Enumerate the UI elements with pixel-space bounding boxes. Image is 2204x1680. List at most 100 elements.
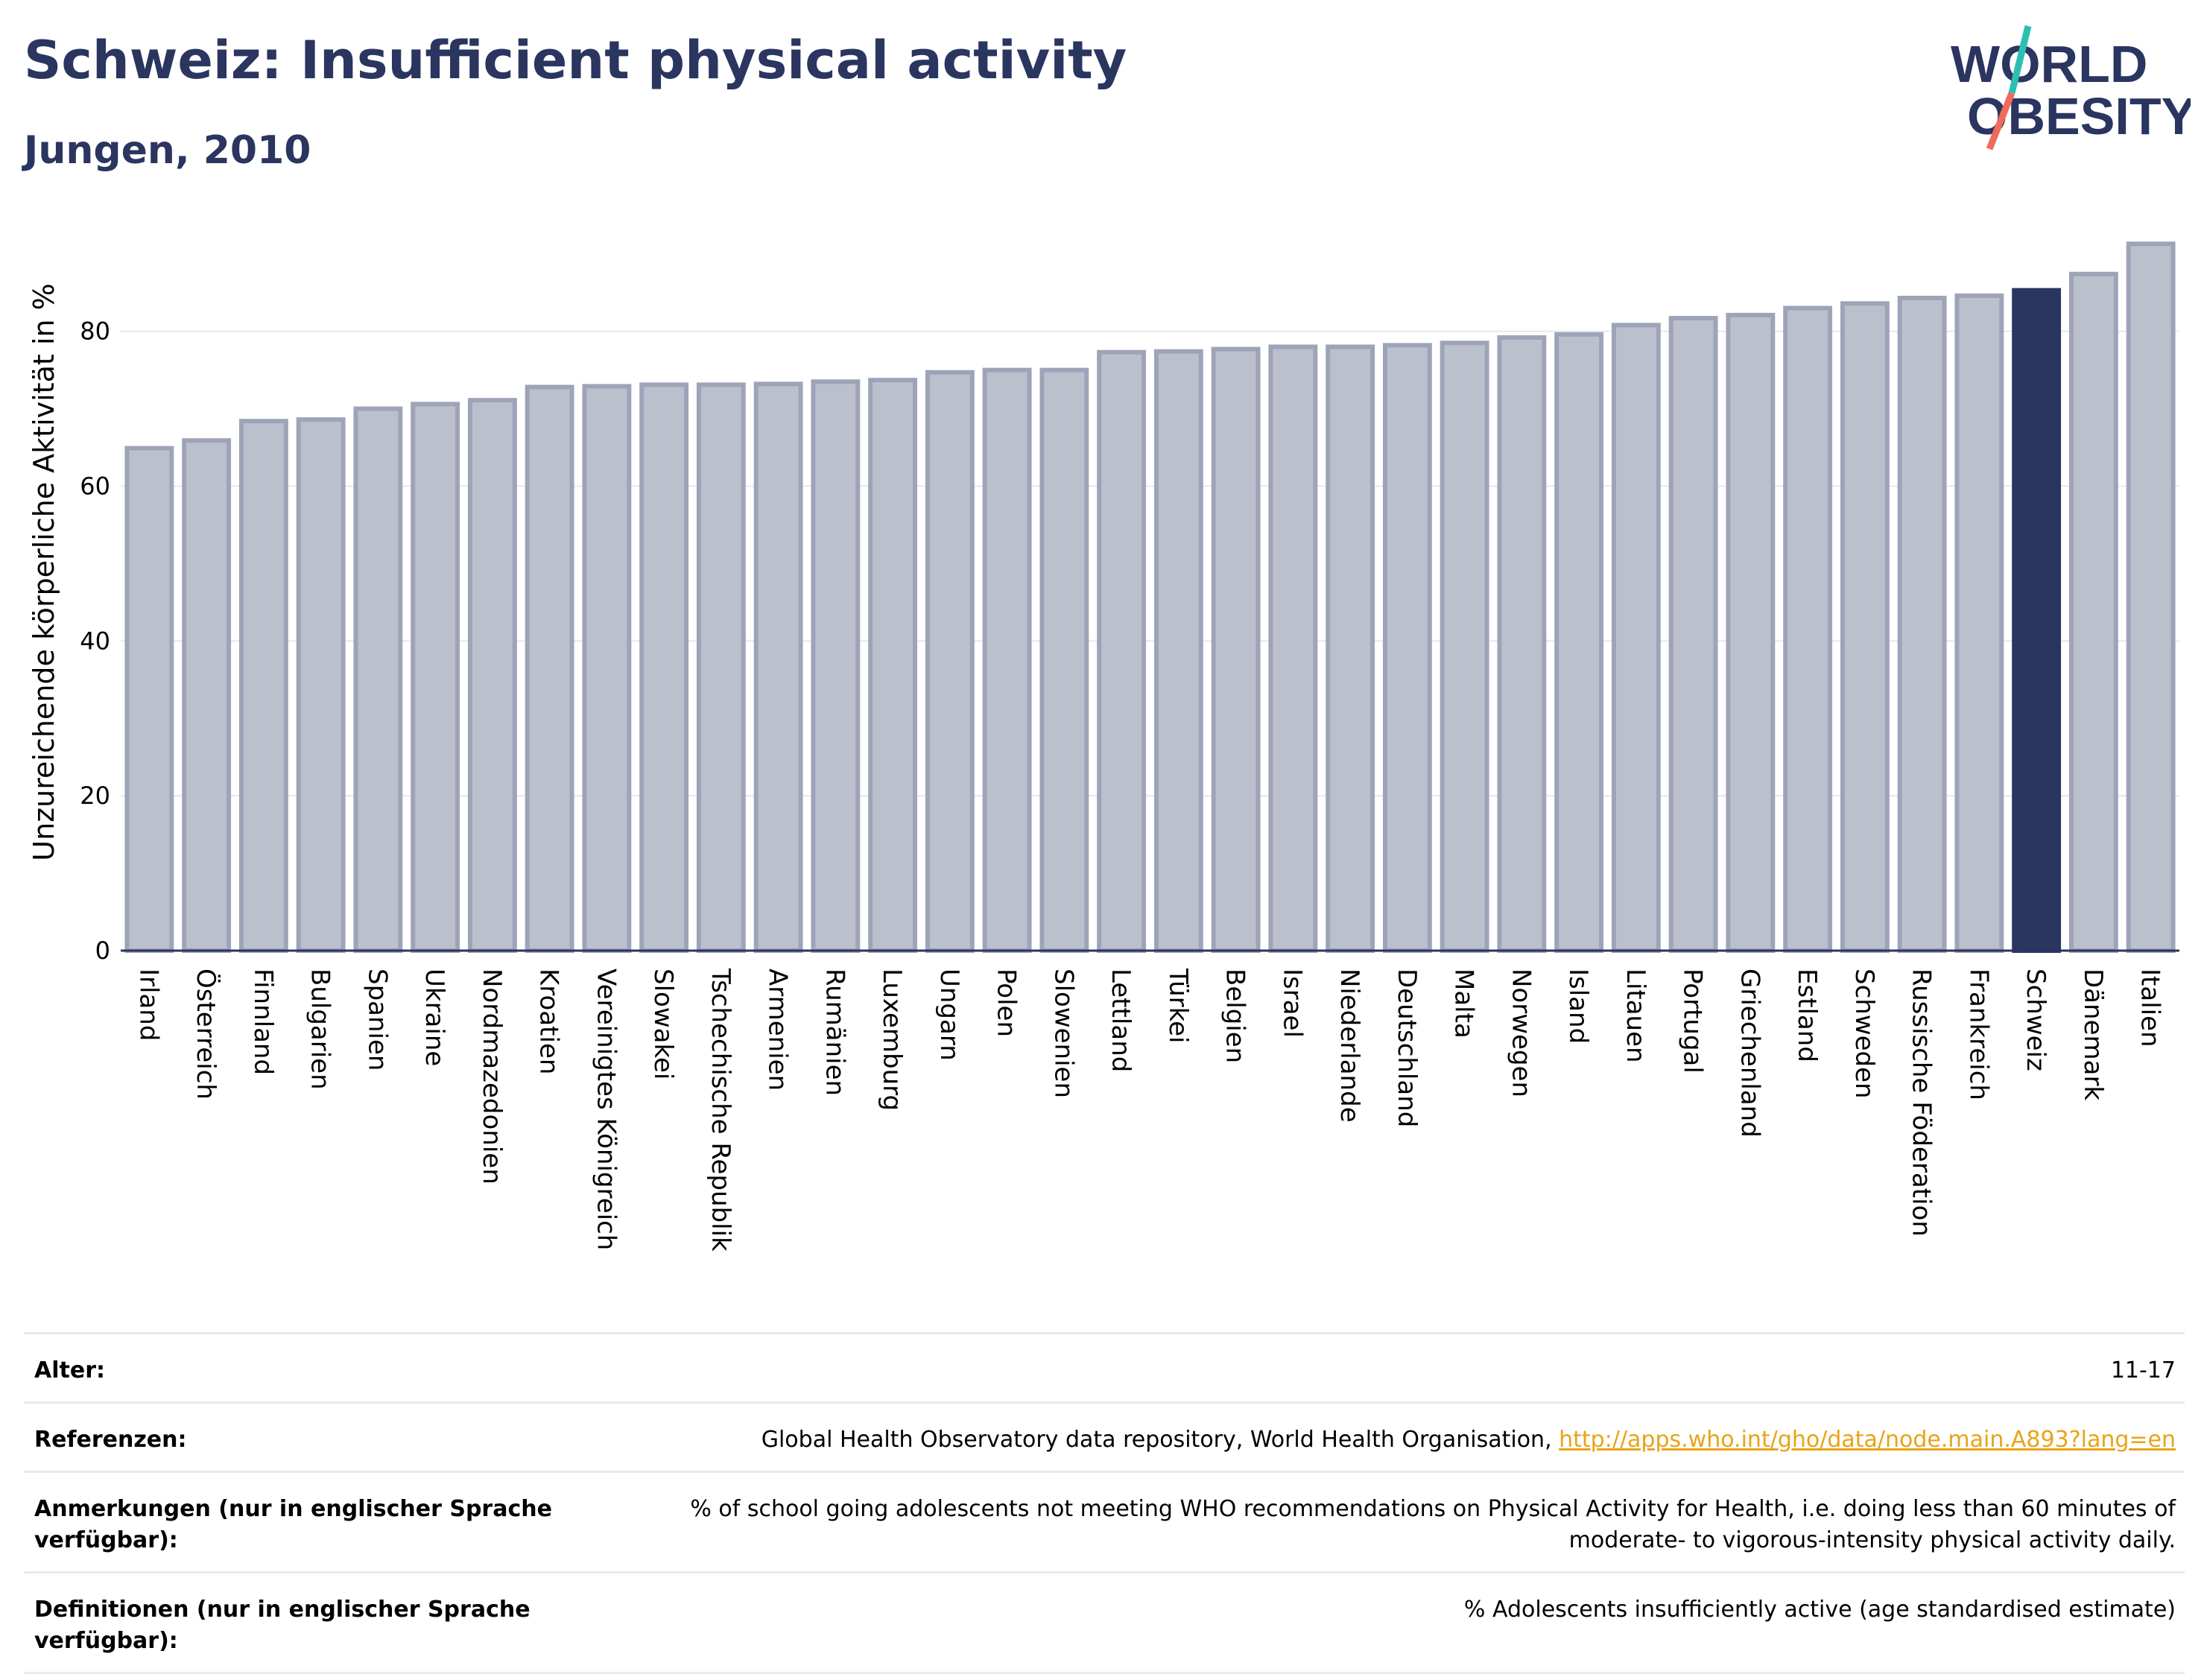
x-tick-label: Russische Föderation xyxy=(1907,969,1937,1237)
x-tick-label: Armenien xyxy=(763,969,793,1091)
y-axis-label: Unzureichende körperliche Aktivität in % xyxy=(28,283,60,860)
chart-title: Schweiz: Insufficient physical activity xyxy=(24,30,1127,91)
x-tick-label: Niederlande xyxy=(1334,969,1364,1123)
bar xyxy=(1668,316,1718,953)
meta-value: Global Health Observatory data repositor… xyxy=(761,1427,1559,1453)
meta-value: 11-17 xyxy=(580,1332,2185,1404)
bar xyxy=(411,402,460,953)
logo-line-1: WORLD xyxy=(1951,35,2147,93)
x-tick-label: Island xyxy=(1563,969,1593,1044)
bar xyxy=(2126,241,2176,953)
y-tick-label: 20 xyxy=(80,782,110,810)
bar xyxy=(1897,296,1947,953)
x-tick-label: Slowakei xyxy=(648,969,678,1080)
x-tick-label: Malta xyxy=(1449,969,1479,1039)
x-tick-label: Deutschland xyxy=(1392,969,1422,1127)
bar xyxy=(811,379,861,953)
x-tick-label: Bulgarien xyxy=(305,969,335,1090)
bar xyxy=(467,398,517,953)
x-tick-label: Litauen xyxy=(1621,969,1650,1063)
bar xyxy=(525,384,574,953)
x-tick-label: Schweden xyxy=(1849,969,1879,1099)
y-tick-label: 0 xyxy=(95,936,110,965)
x-tick-label: Israel xyxy=(1277,969,1307,1038)
x-tick-label: Lettland xyxy=(1106,969,1136,1072)
x-tick-label: Ungarn xyxy=(934,969,964,1061)
bar xyxy=(1039,367,1089,953)
x-tick-label: Norwegen xyxy=(1506,969,1536,1097)
meta-value: % Adolescents insufficiently active (age… xyxy=(580,1571,2185,1674)
logo-coral-slash xyxy=(1986,92,2015,150)
bar xyxy=(2068,271,2118,953)
x-tick-label: Belgien xyxy=(1220,969,1250,1063)
x-tick-label: Dänemark xyxy=(2078,969,2108,1100)
bar xyxy=(1497,335,1547,954)
x-tick-label: Kroatien xyxy=(534,969,564,1074)
bar xyxy=(925,370,975,953)
x-tick-label: Estland xyxy=(1792,969,1822,1062)
x-tick-label: Spanien xyxy=(362,969,392,1071)
bar xyxy=(868,378,918,953)
bar xyxy=(1726,312,1776,953)
bar xyxy=(1326,344,1375,953)
bar xyxy=(696,382,746,953)
y-tick-label: 40 xyxy=(80,627,110,655)
metadata-table: Alter: 11-17 Referenzen: Global Health O… xyxy=(24,1332,2185,1674)
bar xyxy=(582,384,632,953)
bar xyxy=(182,438,232,953)
reference-link[interactable]: http://apps.who.int/gho/data/node.main.A… xyxy=(1559,1427,2176,1453)
x-tick-label: Österreich xyxy=(191,969,221,1100)
meta-key: Anmerkungen (nur in englischer Sprache v… xyxy=(24,1471,580,1573)
x-tick-label: Nordmazedonien xyxy=(477,969,507,1185)
x-tick-label: Schweiz xyxy=(2021,969,2051,1071)
meta-key: Alter: xyxy=(24,1332,580,1404)
y-tick-label: 60 xyxy=(80,472,110,501)
bar xyxy=(1268,344,1318,953)
x-tick-label: Rumänien xyxy=(820,969,849,1096)
logo-teal-slash xyxy=(2008,25,2032,95)
bar xyxy=(1440,340,1489,954)
x-tick-label: Portugal xyxy=(1678,969,1708,1074)
meta-value-cell: Global Health Observatory data repositor… xyxy=(580,1401,2185,1473)
meta-row-age: Alter: 11-17 xyxy=(24,1332,2185,1404)
bar xyxy=(639,382,689,953)
x-tick-label: Slowenien xyxy=(1048,969,1078,1098)
bar-highlight xyxy=(2012,288,2062,953)
bar-chart: 0 20 40 60 80 Unzureichende körperliche Aktiv… xyxy=(28,241,2179,1252)
x-tick-label: Türkei xyxy=(1163,968,1193,1043)
bar xyxy=(1097,349,1147,953)
x-tick-label: Finnland xyxy=(248,969,278,1075)
bar xyxy=(1840,301,1890,954)
x-tick-label: Irland xyxy=(133,969,163,1041)
x-tick-label: Tschechische Republik xyxy=(706,968,735,1252)
bar xyxy=(753,381,803,953)
bar xyxy=(982,367,1032,953)
bar xyxy=(1783,305,1833,953)
x-tick-label: Vereinigtes Königreich xyxy=(591,969,621,1250)
bar xyxy=(1554,332,1604,953)
x-tick-label: Frankreich xyxy=(1963,969,1993,1100)
y-tick-label: 80 xyxy=(80,317,110,346)
x-tick-label: Italien xyxy=(2135,969,2165,1047)
meta-row-notes: Anmerkungen (nur in englischer Sprache v… xyxy=(24,1471,2185,1573)
bar xyxy=(238,419,288,953)
chart-subtitle: Jungen, 2010 xyxy=(24,128,311,173)
bar xyxy=(1611,323,1661,953)
meta-row-references: Referenzen: Global Health Observatory da… xyxy=(24,1401,2185,1473)
meta-key: Definitionen (nur in englischer Sprache … xyxy=(24,1571,580,1674)
x-tick-label: Polen xyxy=(992,969,1022,1037)
bar xyxy=(1954,293,2004,954)
bar xyxy=(124,446,174,953)
bar xyxy=(1211,346,1261,953)
meta-row-definitions: Definitionen (nur in englischer Sprache … xyxy=(24,1571,2185,1674)
bar xyxy=(296,417,346,953)
x-tick-label: Griechenland xyxy=(1735,969,1764,1138)
world-obesity-logo: WORLD OBESITY xyxy=(1951,25,2191,150)
x-tick-label: Ukraine xyxy=(419,969,449,1066)
bar xyxy=(353,406,403,953)
bar xyxy=(1153,349,1203,953)
x-tick-label: Luxemburg xyxy=(877,969,907,1111)
meta-key: Referenzen: xyxy=(24,1401,580,1473)
bar xyxy=(1382,343,1432,953)
meta-value: % of school going adolescents not meetin… xyxy=(580,1471,2185,1573)
